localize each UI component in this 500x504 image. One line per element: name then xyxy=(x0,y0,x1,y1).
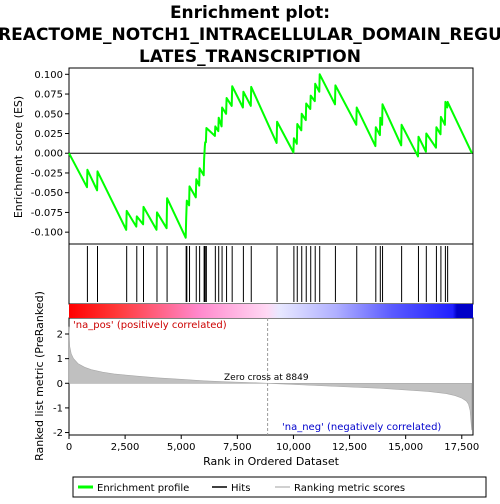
title-line-2: REACTOME_NOTCH1_INTRACELLULAR_DOMAIN_REG… xyxy=(0,25,500,45)
title-line-3: LATES_TRANSCRIPTION xyxy=(139,47,361,67)
ranking-y-axis: 2 1 0 -1 -2 xyxy=(53,330,69,440)
enrichment-y-tick-label: -0.075 xyxy=(31,208,63,219)
enrichment-panel-frame xyxy=(69,68,473,244)
hits-panel-frame xyxy=(69,244,473,304)
enrichment-y-tick-label: -0.025 xyxy=(31,168,63,179)
ranking-x-tick-label: 0 xyxy=(66,442,72,453)
ranking-y-tick-label: -2 xyxy=(53,428,63,439)
enrichment-y-tick-label: -0.050 xyxy=(31,188,63,199)
ranking-y-axis-label: Ranked list metric (PreRanked) xyxy=(33,291,46,461)
enrichment-y-tick-label: 0.075 xyxy=(34,90,63,101)
legend-ranking-label: Ranking metric scores xyxy=(294,483,405,494)
pos-correlated-label: 'na_pos' (positively correlated) xyxy=(73,320,227,331)
ranking-x-axis: 0 2,500 5,000 7,500 10,000 12,500 15,000 17,500 xyxy=(66,435,479,453)
ranking-y-tick-label: 1 xyxy=(57,354,63,365)
neg-correlated-label: 'na_neg' (negatively correlated) xyxy=(282,422,441,433)
legend-enrichment-label: Enrichment profile xyxy=(97,483,189,494)
enrichment-y-tick-label: 0.025 xyxy=(34,129,63,140)
ranking-y-tick-label: -1 xyxy=(53,403,63,414)
ranking-x-tick-label: 7,500 xyxy=(223,442,252,453)
ranking-y-tick-label: 0 xyxy=(57,379,63,390)
enrichment-y-tick-label: -0.100 xyxy=(31,228,63,239)
enrichment-y-tick-label: 0.050 xyxy=(34,109,63,120)
ranking-x-tick-label: 5,000 xyxy=(167,442,196,453)
enrichment-y-tick-label: 0.100 xyxy=(34,70,63,81)
legend-hits-label: Hits xyxy=(231,483,250,494)
ranking-x-tick-label: 12,500 xyxy=(332,442,367,453)
ranking-x-axis-label: Rank in Ordered Dataset xyxy=(203,455,340,468)
ranking-x-tick-label: 10,000 xyxy=(276,442,311,453)
zero-cross-label: Zero cross at 8849 xyxy=(224,373,309,383)
ranking-x-tick-label: 2,500 xyxy=(111,442,140,453)
enrichment-y-axis: 0.100 0.075 0.050 0.025 0.000 -0.025 -0.050 -0.… xyxy=(31,70,69,239)
ranking-x-tick-label: 15,000 xyxy=(388,442,423,453)
ranking-x-tick-label: 17,500 xyxy=(444,442,479,453)
enrichment-y-tick-label: 0.000 xyxy=(34,149,63,160)
title-line-1: Enrichment plot: xyxy=(170,3,330,23)
enrichment-y-axis-label: Enrichment score (ES) xyxy=(12,96,25,218)
correlation-color-bar xyxy=(69,304,473,318)
ranking-y-tick-label: 2 xyxy=(57,330,63,341)
